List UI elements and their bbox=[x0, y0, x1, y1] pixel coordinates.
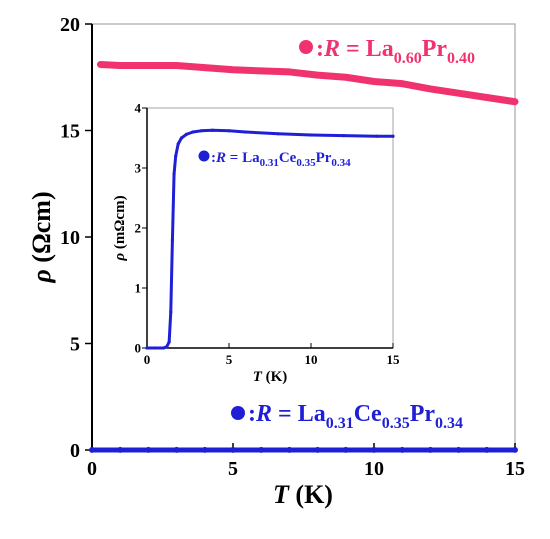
legend-inset: :R = La0.31Ce0.35Pr0.34 bbox=[198, 150, 351, 169]
inset-data-point bbox=[172, 172, 176, 176]
inset-data-point bbox=[170, 238, 175, 242]
inset-y-tick-label: 1 bbox=[135, 281, 142, 296]
legend-blue: :R = La0.31Ce0.35Pr0.34 bbox=[231, 401, 463, 432]
legend-blue-label: :R = La0.31Ce0.35Pr0.34 bbox=[248, 401, 463, 432]
inset-data-point bbox=[174, 154, 178, 158]
main-data-point bbox=[97, 61, 104, 68]
inset-data-point bbox=[342, 134, 346, 138]
main-data-point bbox=[286, 446, 293, 453]
inset-y-tick-label: 3 bbox=[135, 161, 142, 176]
legend-blue-marker bbox=[231, 406, 245, 420]
inset-x-tick-label: 0 bbox=[144, 352, 151, 367]
inset-data-point bbox=[179, 136, 184, 140]
inset-y-tick-label: 0 bbox=[135, 341, 142, 356]
main-data-point bbox=[145, 446, 152, 453]
main-x-axis-label: T (K) bbox=[273, 480, 333, 509]
legend-red: :R = La0.60Pr0.40 bbox=[299, 36, 475, 67]
inset-data-point bbox=[391, 134, 395, 138]
main-data-point bbox=[117, 62, 124, 69]
main-series-red-curve bbox=[96, 60, 519, 106]
inset-series-blue-curve bbox=[145, 128, 395, 350]
legend-red-marker bbox=[299, 40, 313, 54]
legend-red-label: :R = La0.60Pr0.40 bbox=[316, 36, 475, 67]
main-data-point bbox=[483, 446, 490, 453]
main-data-point bbox=[427, 85, 434, 92]
inset-x-tick-label: 15 bbox=[387, 352, 401, 367]
inset-data-point bbox=[165, 345, 169, 349]
main-data-point bbox=[427, 446, 434, 453]
main-y-tick-label: 10 bbox=[60, 227, 80, 249]
main-data-point bbox=[201, 446, 208, 453]
inset-x-tick-label: 10 bbox=[305, 352, 318, 367]
inset-background bbox=[146, 107, 394, 349]
main-y-tick-label: 0 bbox=[70, 440, 80, 462]
main-data-point bbox=[399, 80, 406, 87]
main-y-tick-label: 5 bbox=[70, 334, 80, 356]
main-data-point bbox=[173, 62, 180, 69]
main-x-tick-label: 5 bbox=[228, 458, 238, 480]
main-data-point bbox=[455, 446, 462, 453]
inset-data-point bbox=[169, 310, 173, 314]
inset-data-point bbox=[145, 346, 149, 350]
main-data-point bbox=[512, 446, 518, 453]
inset-data-point bbox=[227, 129, 231, 133]
main-y-tick-label: 20 bbox=[60, 14, 80, 36]
inset-y-tick-label: 4 bbox=[135, 101, 142, 116]
main-data-point bbox=[145, 62, 152, 69]
inset-ticks: 0 5 10 15 0 1 2 3 4 bbox=[135, 101, 401, 367]
main-data-point bbox=[230, 66, 236, 73]
main-data-point bbox=[371, 446, 377, 453]
legend-inset-label: :R = La0.31Ce0.35Pr0.34 bbox=[211, 150, 351, 169]
inset-y-tick-label: 2 bbox=[135, 221, 142, 236]
main-data-point bbox=[258, 446, 265, 453]
main-data-point bbox=[314, 446, 321, 453]
legend-inset-marker bbox=[198, 150, 210, 162]
main-data-point bbox=[455, 90, 462, 97]
inset-y-axis-label: ρ (mΩcm) bbox=[112, 195, 128, 261]
main-series bbox=[89, 60, 519, 453]
main-data-point bbox=[342, 446, 349, 453]
inset-data-point bbox=[199, 129, 203, 133]
main-data-point bbox=[173, 446, 180, 453]
main-data-point bbox=[258, 67, 265, 74]
main-x-tick-label: 15 bbox=[505, 458, 525, 480]
main-data-point bbox=[286, 68, 293, 75]
main-data-point bbox=[117, 446, 124, 453]
main-data-point bbox=[342, 74, 349, 81]
inset-data-point bbox=[309, 133, 313, 137]
inset-series bbox=[145, 128, 395, 350]
inset-data-point bbox=[276, 132, 280, 136]
inset-data-point bbox=[191, 130, 195, 134]
main-x-tick-label: 0 bbox=[87, 458, 97, 480]
inset-x-tick-label: 5 bbox=[226, 352, 233, 367]
main-data-point bbox=[89, 446, 95, 453]
inset-data-point bbox=[184, 132, 188, 136]
inset-data-point bbox=[161, 346, 165, 350]
main-data-point bbox=[371, 78, 377, 85]
inset-data-point bbox=[243, 130, 247, 134]
main-data-point bbox=[230, 446, 236, 453]
main-data-point bbox=[201, 64, 208, 71]
inset-data-point bbox=[176, 142, 180, 146]
main-data-point bbox=[512, 98, 518, 105]
main-y-tick-label: 15 bbox=[60, 121, 80, 143]
inset-data-point bbox=[167, 340, 171, 344]
inset-data-point bbox=[153, 346, 157, 350]
main-data-point bbox=[399, 446, 406, 453]
inset-x-axis-label: T (K) bbox=[253, 369, 288, 385]
main-data-point bbox=[483, 94, 490, 101]
main-data-point bbox=[314, 72, 321, 79]
inset-data-point bbox=[211, 128, 215, 132]
main-x-tick-label: 10 bbox=[364, 458, 384, 480]
inset-data-point bbox=[375, 134, 379, 138]
main-y-axis-label: ρ (Ωcm) bbox=[27, 191, 56, 283]
